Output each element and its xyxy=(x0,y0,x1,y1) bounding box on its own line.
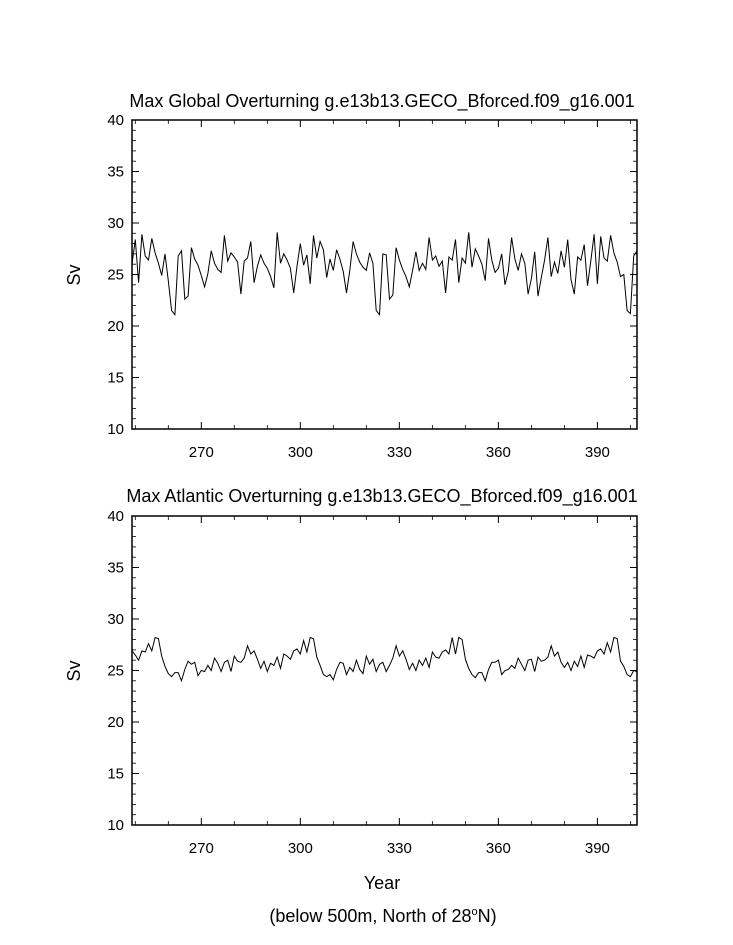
global-xtick-label: 300 xyxy=(288,444,313,461)
global-ytick-label: 15 xyxy=(107,370,124,387)
atlantic-xtick-label: 330 xyxy=(387,840,412,857)
global-ytick-label: 35 xyxy=(107,164,124,181)
global-xtick-label: 330 xyxy=(387,444,412,461)
global-ytick-label: 20 xyxy=(107,318,124,335)
atlantic-ytick-label: 30 xyxy=(107,611,124,628)
atlantic-ytick-label: 15 xyxy=(107,766,124,783)
atlantic-ytick-label: 40 xyxy=(107,508,124,525)
global-ytick-label: 30 xyxy=(107,215,124,232)
atlantic-xtick-label: 360 xyxy=(486,840,511,857)
atlantic-xtick-label: 390 xyxy=(585,840,610,857)
atlantic-ytick-label: 35 xyxy=(107,560,124,577)
atlantic-xtick-label: 270 xyxy=(189,840,214,857)
footnote-prefix: (below 500m, North of 28 xyxy=(269,906,471,926)
atlantic-chart-title: Max Atlantic Overturning g.e13b13.GECO_B… xyxy=(126,486,637,507)
atlantic-y-axis-label: Sv xyxy=(64,660,84,681)
global-series-line xyxy=(131,232,638,317)
atlantic-ytick-label: 20 xyxy=(107,714,124,731)
global-plot-frame xyxy=(131,119,638,430)
atlantic-plot-frame xyxy=(131,515,638,826)
global-ytick-label: 40 xyxy=(107,112,124,129)
x-axis-label: Year xyxy=(364,873,400,893)
global-overturning-panel: Max Global Overturning g.e13b13.GECO_Bfo… xyxy=(64,91,638,461)
global-xtick-label: 390 xyxy=(585,444,610,461)
global-ytick-label: 25 xyxy=(107,267,124,284)
atlantic-ytick-label: 10 xyxy=(107,817,124,834)
atlantic-overturning-panel: Max Atlantic Overturning g.e13b13.GECO_B… xyxy=(64,486,638,893)
global-xtick-label: 360 xyxy=(486,444,511,461)
atlantic-tick-labels: 10 15 20 25 30 35 40 270 300 330 360 390 xyxy=(107,508,610,857)
global-y-axis-label: Sv xyxy=(64,264,84,285)
footnote-suffix: N) xyxy=(478,906,497,926)
atlantic-axis-ticks xyxy=(132,515,637,826)
footnote: (below 500m, North of 28oN) xyxy=(269,906,496,926)
atlantic-ytick-label: 25 xyxy=(107,663,124,680)
global-ytick-label: 10 xyxy=(107,421,124,438)
atlantic-xtick-label: 300 xyxy=(288,840,313,857)
atlantic-series-line xyxy=(131,636,638,683)
global-chart-title: Max Global Overturning g.e13b13.GECO_Bfo… xyxy=(129,91,634,112)
global-xtick-label: 270 xyxy=(189,444,214,461)
global-tick-labels: 10 15 20 25 30 35 40 270 300 330 360 390 xyxy=(107,112,610,461)
footnote-degree: o xyxy=(471,906,477,918)
